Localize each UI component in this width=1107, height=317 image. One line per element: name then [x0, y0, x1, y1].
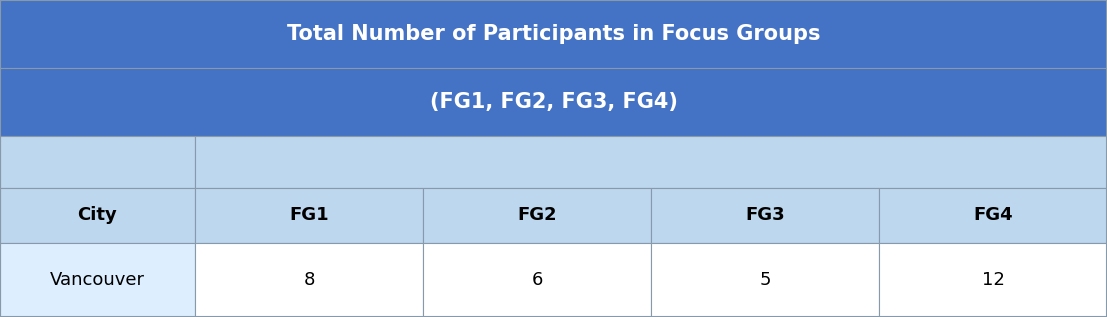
Bar	[195, 188, 423, 243]
Text: 6: 6	[531, 271, 542, 289]
Bar	[879, 243, 1107, 317]
Bar	[195, 243, 423, 317]
Text: Vancouver: Vancouver	[50, 271, 145, 289]
Text: FG1: FG1	[289, 206, 329, 224]
Text: 5: 5	[759, 271, 770, 289]
Text: 12: 12	[982, 271, 1004, 289]
Bar	[423, 188, 651, 243]
Bar	[0, 68, 1107, 136]
Text: Total Number of Participants in Focus Groups: Total Number of Participants in Focus Gr…	[287, 24, 820, 44]
Bar	[651, 188, 879, 243]
Text: City: City	[77, 206, 117, 224]
Bar	[0, 136, 195, 188]
Bar	[0, 243, 195, 317]
Text: 8: 8	[303, 271, 314, 289]
Bar	[651, 243, 879, 317]
Text: (FG1, FG2, FG3, FG4): (FG1, FG2, FG3, FG4)	[430, 92, 677, 112]
Bar	[0, 0, 1107, 68]
Text: FG2: FG2	[517, 206, 557, 224]
Bar	[879, 188, 1107, 243]
Text: FG3: FG3	[745, 206, 785, 224]
Bar	[195, 136, 1107, 188]
Bar	[0, 188, 195, 243]
Bar	[423, 243, 651, 317]
Text: FG4: FG4	[973, 206, 1013, 224]
